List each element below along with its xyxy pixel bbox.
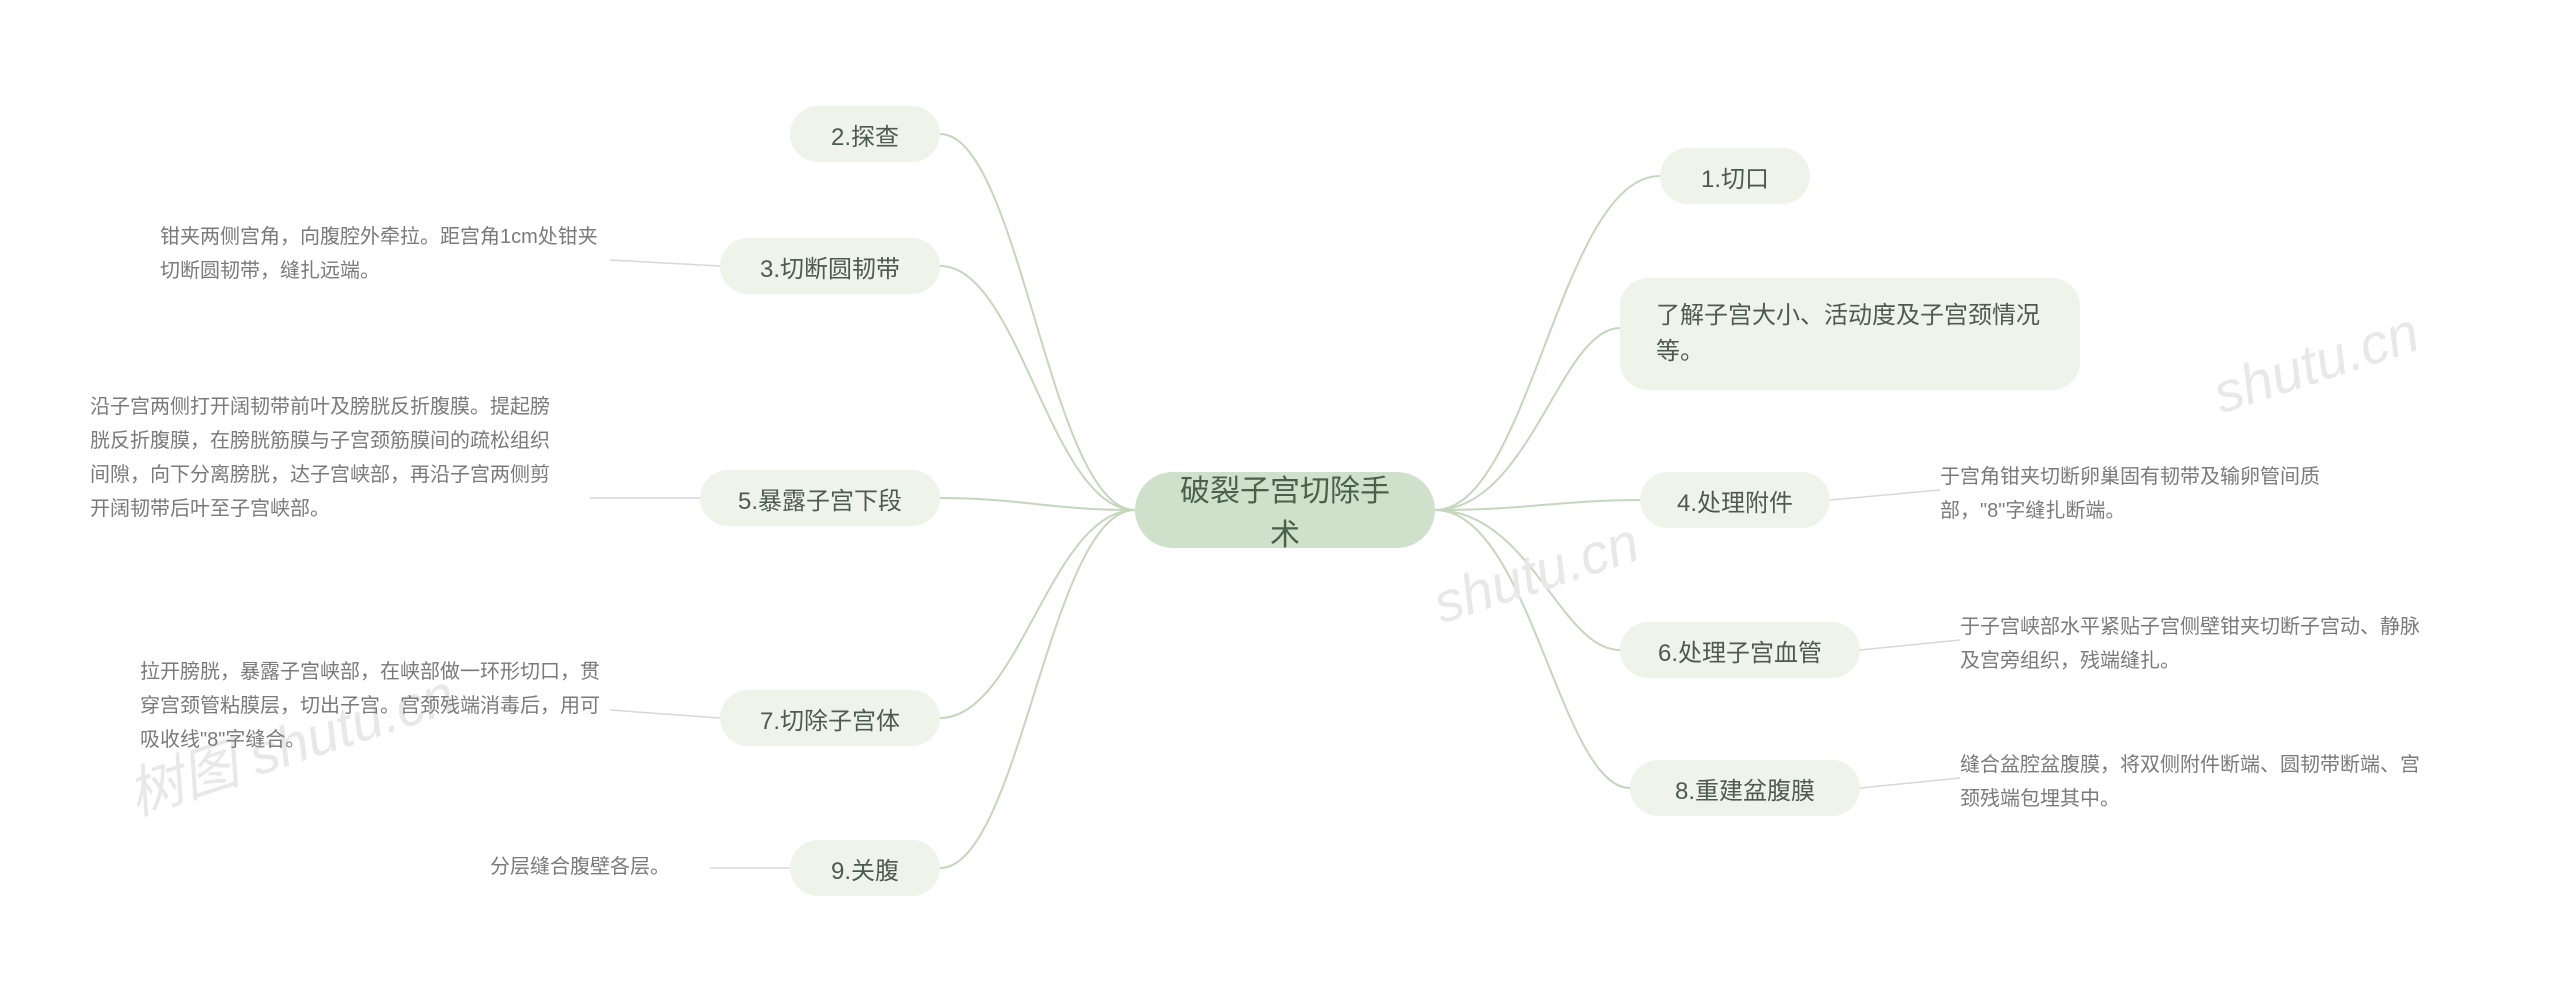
leaf-n7: 拉开膀胱，暴露子宫峡部，在峡部做一环形切口，贯穿宫颈管粘膜层，切出子宫。宫颈残端… [140, 655, 600, 757]
branch-n6[interactable]: 6.处理子宫血管 [1620, 622, 1860, 678]
watermark-1: shutu.cn [1425, 509, 1646, 636]
leaf-n9: 分层缝合腹壁各层。 [490, 850, 710, 884]
branch-n1[interactable]: 1.切口 [1660, 148, 1810, 204]
branch-nInfo[interactable]: 了解子宫大小、活动度及子宫颈情况等。 [1620, 278, 2080, 390]
branch-n8[interactable]: 8.重建盆腹膜 [1630, 760, 1860, 816]
leaf-n8: 缝合盆腔盆腹膜，将双侧附件断端、圆韧带断端、宫颈残端包埋其中。 [1960, 748, 2420, 816]
leaf-n6: 于子宫峡部水平紧贴子宫侧壁钳夹切断子宫动、静脉及宫旁组织，残端缝扎。 [1960, 610, 2420, 678]
branch-n2[interactable]: 2.探查 [790, 106, 940, 162]
center-node[interactable]: 破裂子宫切除手术 [1135, 472, 1435, 548]
branch-n5[interactable]: 5.暴露子宫下段 [700, 470, 940, 526]
leaf-n4: 于宫角钳夹切断卵巢固有韧带及输卵管间质部，"8"字缝扎断端。 [1940, 460, 2400, 528]
branch-n4[interactable]: 4.处理附件 [1640, 472, 1830, 528]
branch-n9[interactable]: 9.关腹 [790, 840, 940, 896]
mindmap-canvas: 树图 shutu.cnshutu.cnshutu.cn 破裂子宫切除手术 2.探… [0, 0, 2560, 1006]
watermark-2: shutu.cn [2205, 299, 2426, 426]
leaf-n5: 沿子宫两侧打开阔韧带前叶及膀胱反折腹膜。提起膀胱反折腹膜，在膀胱筋膜与子宫颈筋膜… [90, 390, 550, 526]
branch-n3[interactable]: 3.切断圆韧带 [720, 238, 940, 294]
branch-n7[interactable]: 7.切除子宫体 [720, 690, 940, 746]
leaf-n3: 钳夹两侧宫角，向腹腔外牵拉。距宫角1cm处钳夹切断圆韧带，缝扎远端。 [160, 220, 610, 288]
